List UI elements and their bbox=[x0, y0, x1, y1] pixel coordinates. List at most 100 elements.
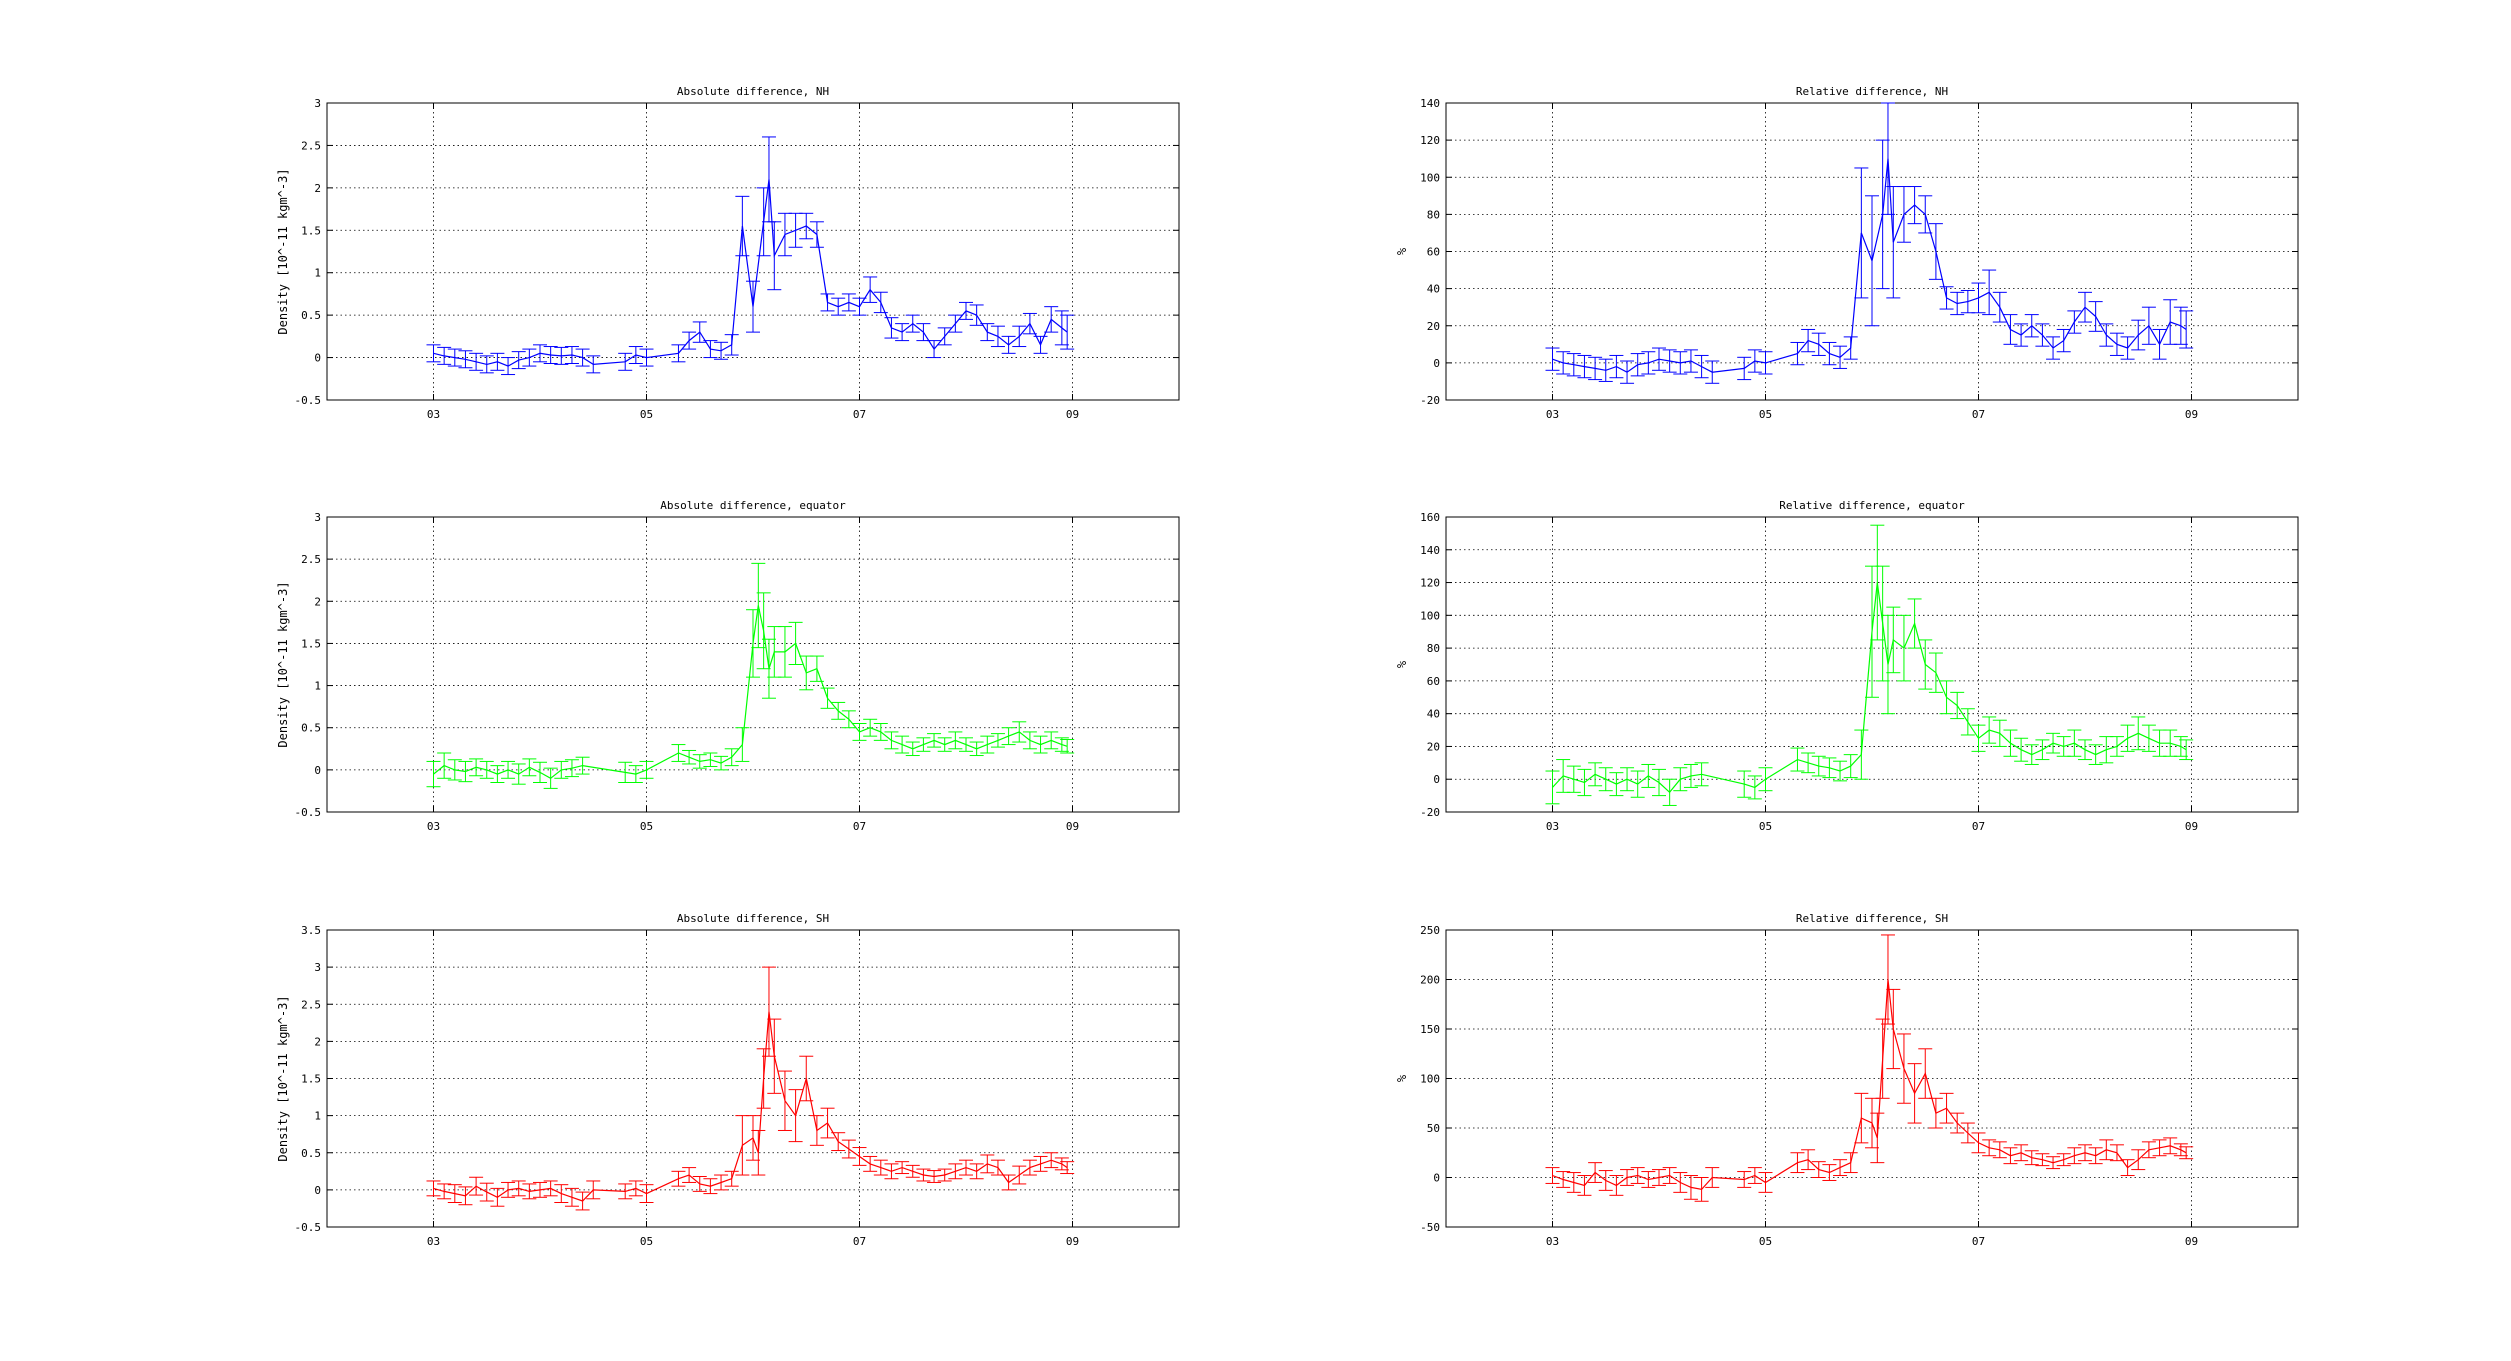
error-bar bbox=[2056, 1153, 2071, 1167]
chart-panel-rel-sh: 03 05 07 09 -50 0 50 100 150 200 250 Relative diffe… bbox=[1395, 912, 2299, 1248]
error-bar bbox=[1044, 306, 1059, 333]
error-bar bbox=[756, 592, 771, 670]
error-bar bbox=[2067, 310, 2082, 334]
y-tick-label: 3 bbox=[314, 511, 321, 524]
error-bar bbox=[841, 1139, 856, 1159]
error-bar bbox=[990, 733, 1005, 748]
error-bar bbox=[735, 195, 750, 257]
error-bar bbox=[1896, 1033, 1911, 1104]
chart-title: Absolute difference, equator bbox=[660, 499, 846, 512]
error-bar bbox=[692, 1176, 707, 1192]
error-bar bbox=[586, 355, 601, 374]
y-tick-label: 1.5 bbox=[301, 637, 321, 650]
error-bar bbox=[1673, 351, 1688, 375]
error-bar bbox=[671, 1170, 686, 1187]
error-bar bbox=[2035, 1153, 2050, 1167]
error-bar bbox=[937, 737, 952, 752]
x-tick-label: 05 bbox=[640, 1235, 653, 1248]
error-bar bbox=[895, 323, 910, 342]
error-bar bbox=[1737, 356, 1752, 381]
error-bar bbox=[1662, 778, 1677, 806]
error-bar bbox=[1641, 1171, 1656, 1188]
x-tick-label: 09 bbox=[2185, 1235, 2198, 1248]
error-bar bbox=[1673, 767, 1688, 792]
error-bar bbox=[628, 1180, 643, 1197]
y-tick-label: 3 bbox=[314, 97, 321, 110]
error-bar bbox=[1683, 763, 1698, 788]
error-bar bbox=[1044, 731, 1059, 750]
error-bar bbox=[724, 1170, 739, 1187]
error-bar bbox=[1880, 614, 1895, 715]
error-bar bbox=[426, 760, 441, 788]
error-bar bbox=[873, 1159, 888, 1176]
error-bar bbox=[927, 1170, 942, 1183]
error-bar bbox=[990, 325, 1005, 348]
error-bar bbox=[2003, 314, 2018, 345]
axes-frame bbox=[1445, 516, 2299, 813]
error-bar bbox=[1747, 775, 1762, 800]
error-bar bbox=[1022, 1159, 1037, 1176]
y-tick-label: 100 bbox=[1420, 171, 1440, 184]
x-tick-label: 07 bbox=[853, 408, 866, 421]
y-tick-label: 3 bbox=[314, 961, 321, 974]
error-bar bbox=[469, 1176, 484, 1196]
error-bar bbox=[884, 317, 899, 339]
error-bar bbox=[724, 748, 739, 767]
error-bar bbox=[937, 327, 952, 346]
error-bar bbox=[1939, 286, 1954, 310]
error-bar bbox=[2152, 1139, 2167, 1157]
error-bar bbox=[437, 346, 452, 365]
error-bar bbox=[916, 1168, 931, 1182]
error-bar bbox=[895, 1161, 910, 1175]
error-bar bbox=[863, 1155, 878, 1172]
error-bar bbox=[2163, 299, 2178, 345]
y-tick-label: 100 bbox=[1420, 609, 1440, 622]
error-bar bbox=[1992, 719, 2007, 747]
x-tick-label: 05 bbox=[1759, 1235, 1772, 1248]
error-bar bbox=[2173, 1143, 2188, 1157]
error-bar bbox=[522, 1183, 537, 1200]
error-bar bbox=[1630, 770, 1645, 798]
error-bar bbox=[1843, 1152, 1858, 1174]
error-bar bbox=[2109, 1144, 2124, 1162]
error-bar bbox=[437, 752, 452, 779]
error-bar bbox=[969, 1163, 984, 1180]
y-tick-label: 3.5 bbox=[301, 924, 321, 937]
error-bar bbox=[2056, 328, 2071, 353]
error-bar bbox=[1758, 767, 1773, 792]
error-bar bbox=[820, 293, 835, 312]
error-bar bbox=[2179, 310, 2194, 349]
error-bar bbox=[777, 626, 792, 678]
series-line bbox=[1552, 979, 2187, 1191]
error-bar bbox=[1060, 1161, 1075, 1175]
error-bar bbox=[1577, 354, 1592, 379]
error-bar bbox=[1630, 1167, 1645, 1184]
error-bar bbox=[1875, 565, 1890, 682]
error-bar bbox=[1747, 1167, 1762, 1184]
y-tick-label: 2 bbox=[314, 595, 321, 608]
error-bar bbox=[1694, 762, 1709, 787]
error-bar bbox=[543, 1180, 558, 1197]
y-tick-label: 250 bbox=[1420, 924, 1440, 937]
error-bar bbox=[2046, 1156, 2061, 1170]
error-bar bbox=[682, 331, 697, 350]
error-bar bbox=[2046, 732, 2061, 754]
error-bar bbox=[831, 297, 846, 316]
error-bar bbox=[1022, 731, 1037, 750]
error-bar bbox=[959, 301, 973, 320]
error-bar bbox=[639, 1184, 654, 1203]
error-bar bbox=[1758, 1172, 1773, 1193]
error-bar bbox=[426, 344, 441, 363]
error-bar bbox=[1886, 988, 1901, 1070]
error-bar bbox=[1811, 332, 1826, 356]
error-bar bbox=[469, 352, 484, 371]
x-tick-label: 09 bbox=[2185, 408, 2198, 421]
error-bar bbox=[1545, 347, 1560, 371]
x-tick-label: 05 bbox=[640, 820, 653, 833]
error-bar bbox=[564, 759, 579, 778]
error-bar bbox=[1790, 341, 1805, 366]
error-bar bbox=[2120, 1159, 2135, 1177]
error-bar bbox=[1022, 312, 1037, 335]
error-bar bbox=[1907, 598, 1922, 649]
error-bar bbox=[2014, 737, 2029, 762]
